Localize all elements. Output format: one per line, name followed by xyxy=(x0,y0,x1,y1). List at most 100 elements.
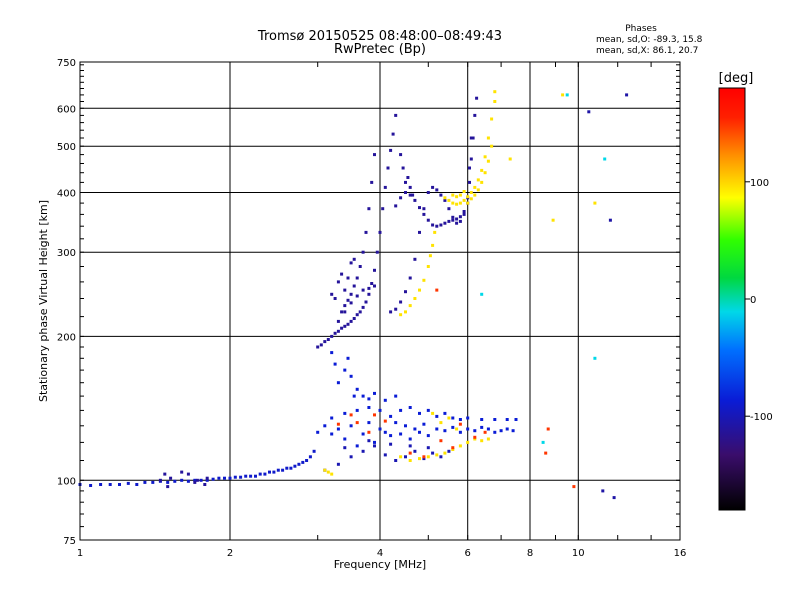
data-point xyxy=(493,100,497,103)
data-point xyxy=(466,201,470,205)
data-point xyxy=(451,215,455,219)
data-point xyxy=(367,207,371,211)
data-point xyxy=(480,292,484,296)
data-point xyxy=(480,168,484,172)
data-point xyxy=(370,180,374,184)
data-point xyxy=(473,429,477,433)
data-point xyxy=(490,117,494,121)
data-point xyxy=(458,215,462,219)
data-point xyxy=(413,257,417,261)
data-point xyxy=(367,292,371,296)
data-point xyxy=(458,430,462,434)
colorbar-tick-label: 0 xyxy=(750,295,756,306)
data-point xyxy=(330,292,334,296)
data-point xyxy=(431,185,435,189)
data-point xyxy=(383,419,387,423)
data-point xyxy=(439,193,443,197)
data-point xyxy=(406,176,410,179)
data-point xyxy=(358,265,362,268)
data-point xyxy=(349,455,353,459)
data-point xyxy=(451,425,455,429)
data-point xyxy=(493,430,497,434)
data-point xyxy=(249,474,253,478)
data-point xyxy=(408,304,412,308)
data-point xyxy=(370,282,374,285)
data-point xyxy=(413,449,417,453)
data-point xyxy=(426,446,430,450)
data-point xyxy=(394,307,398,311)
data-point xyxy=(473,113,477,117)
data-point xyxy=(480,418,484,421)
data-point xyxy=(373,413,376,417)
data-point xyxy=(352,317,356,320)
data-point xyxy=(399,153,403,157)
grid-lines xyxy=(79,62,681,540)
data-point xyxy=(349,319,353,323)
data-point xyxy=(483,430,487,434)
data-point xyxy=(205,476,209,480)
data-point xyxy=(193,480,197,484)
data-point xyxy=(476,178,480,182)
data-point xyxy=(293,464,297,468)
data-point xyxy=(233,475,237,479)
data-point xyxy=(186,479,190,483)
x-tick-label: 8 xyxy=(527,548,533,559)
y-tick-label: 400 xyxy=(57,189,76,200)
data-point xyxy=(404,424,407,428)
data-point xyxy=(355,276,359,280)
data-point xyxy=(476,188,480,192)
data-point xyxy=(601,489,605,493)
data-point xyxy=(443,196,447,200)
data-point xyxy=(239,475,243,479)
data-point xyxy=(426,434,430,438)
colorbar-tick-label: 100 xyxy=(750,178,769,189)
data-point xyxy=(358,310,362,314)
data-point xyxy=(166,485,170,489)
data-point xyxy=(355,408,359,412)
data-point xyxy=(258,472,262,476)
data-point xyxy=(608,218,612,222)
data-point xyxy=(422,422,426,426)
data-point xyxy=(305,459,309,462)
data-point xyxy=(458,219,462,223)
data-point xyxy=(126,481,130,485)
data-point xyxy=(316,430,320,434)
data-point xyxy=(625,93,629,97)
data-point xyxy=(493,418,497,421)
data-point xyxy=(352,284,356,288)
data-point xyxy=(108,483,112,486)
data-point xyxy=(143,480,147,484)
data-point xyxy=(367,286,371,290)
data-point xyxy=(367,397,371,401)
data-point xyxy=(443,429,447,433)
data-point xyxy=(458,444,462,448)
data-point xyxy=(422,212,426,216)
data-point xyxy=(367,406,371,409)
data-point xyxy=(408,451,412,455)
data-point xyxy=(435,288,439,292)
data-point xyxy=(89,484,93,487)
data-point xyxy=(413,427,417,431)
data-point xyxy=(455,217,459,221)
data-point xyxy=(323,468,327,472)
data-point xyxy=(323,424,327,428)
data-point xyxy=(186,472,190,476)
data-point xyxy=(422,278,426,282)
data-point xyxy=(455,221,459,225)
x-tick-label: 16 xyxy=(674,548,687,559)
data-point xyxy=(151,480,155,484)
data-point xyxy=(308,455,312,459)
data-point xyxy=(480,180,484,184)
colorbar xyxy=(718,87,746,511)
data-point xyxy=(343,304,347,308)
data-point xyxy=(443,451,447,455)
data-point xyxy=(352,257,356,261)
data-point xyxy=(394,113,398,117)
data-point xyxy=(381,207,385,211)
data-point xyxy=(378,408,382,412)
data-point xyxy=(466,195,470,199)
data-point xyxy=(340,272,344,276)
data-point xyxy=(285,466,289,470)
data-point xyxy=(355,444,359,448)
data-point xyxy=(394,394,398,398)
